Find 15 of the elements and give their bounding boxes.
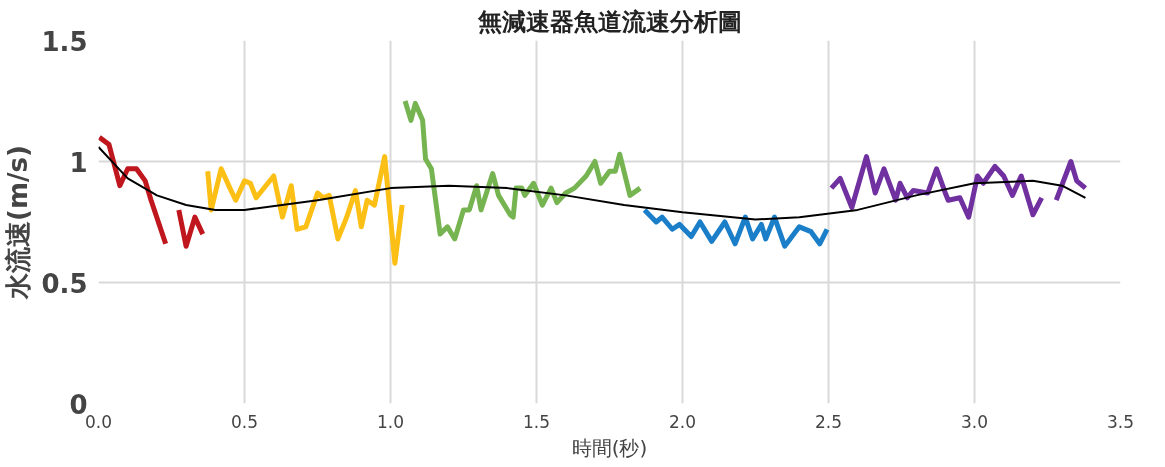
x-tick-label: 2.0 <box>668 411 697 432</box>
x-axis-title: 時間(秒) <box>571 435 648 460</box>
chart-title: 無減速器魚道流速分析圖 <box>476 7 742 36</box>
x-tick-label: 3.5 <box>1106 411 1135 432</box>
x-tick-label: 2.5 <box>814 411 843 432</box>
x-tick-label: 1.5 <box>522 411 551 432</box>
x-tick-label: 3.0 <box>960 411 989 432</box>
y-tick-label: 1 <box>69 147 88 178</box>
x-tick-label: 1.0 <box>376 411 405 432</box>
y-tick-label: 1.5 <box>41 26 88 57</box>
line-series <box>98 145 1087 221</box>
y-axis-title: 水流速(m/s) <box>3 145 34 300</box>
x-tick-label: 0.0 <box>84 411 113 432</box>
x-tick-label: 0.5 <box>230 411 259 432</box>
y-tick-label: 0.5 <box>41 268 88 299</box>
